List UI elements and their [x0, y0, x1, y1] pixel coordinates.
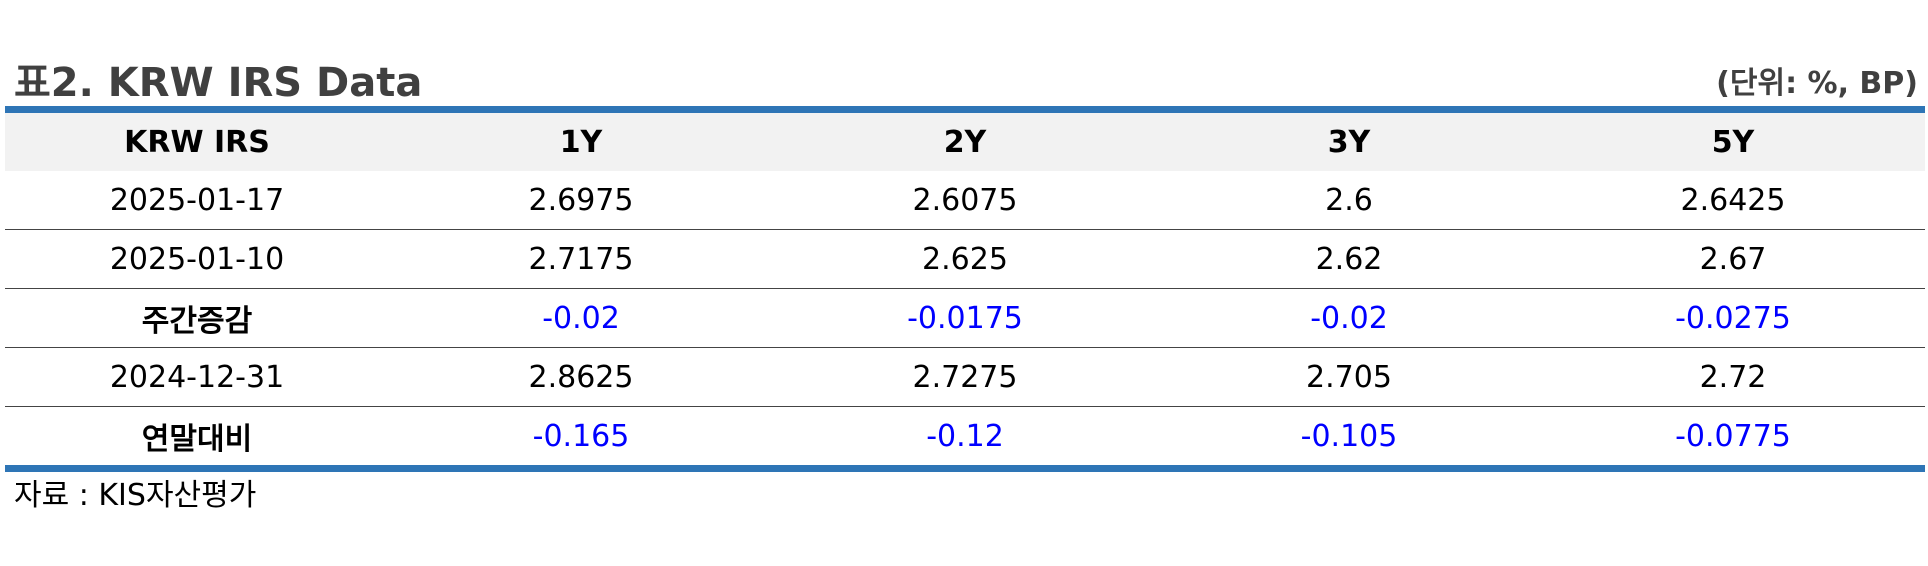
change-cell: -0.0775: [1541, 406, 1925, 465]
table-title: 표2. KRW IRS Data: [14, 60, 423, 106]
change-cell: -0.165: [389, 406, 773, 465]
table-row: 2025-01-10 2.7175 2.625 2.62 2.67: [5, 229, 1925, 289]
header-cell-5y: 5Y: [1541, 113, 1925, 171]
change-cell: -0.0175: [773, 288, 1157, 348]
row-label: 연말대비: [5, 406, 389, 465]
header-row: KRW IRS 1Y 2Y 3Y 5Y: [5, 113, 1925, 171]
bottom-rule: [5, 465, 1925, 472]
table-cell: 2.7275: [773, 347, 1157, 407]
header-cell-2y: 2Y: [773, 113, 1157, 171]
table-cell: 2.6975: [528, 182, 634, 218]
table-cell: 2.625: [773, 229, 1157, 289]
table-cell: 2.6: [1325, 182, 1373, 218]
header-cell-3y: 3Y: [1157, 113, 1541, 171]
table-cell: 2.72: [1541, 347, 1925, 407]
irs-table-container: KRW IRS 1Y 2Y 3Y 5Y 2025-01-17 2.6975 2.…: [5, 106, 1925, 472]
change-cell: -0.12: [773, 406, 1157, 465]
table-row-weekly-change: 주간증감 -0.02 -0.0175 -0.02 -0.0275: [5, 288, 1925, 348]
table-cell: 2.705: [1157, 347, 1541, 407]
change-cell: -0.02: [389, 288, 773, 348]
table-row: 2024-12-31 2.8625 2.7275 2.705 2.72: [5, 347, 1925, 407]
table-cell: 2.8625: [389, 347, 773, 407]
change-cell: -0.02: [1157, 288, 1541, 348]
table-cell: 2.6425: [1680, 182, 1786, 218]
table-row: 2025-01-17 2.6975 2.6075 2.6 2.6425: [5, 171, 1925, 230]
table-row-ytd-change: 연말대비 -0.165 -0.12 -0.105 -0.0775: [5, 406, 1925, 465]
irs-table: KRW IRS 1Y 2Y 3Y 5Y 2025-01-17 2.6975 2.…: [5, 113, 1925, 465]
source-note: 자료 : KIS자산평가: [14, 478, 257, 513]
table-cell: 2.7175: [389, 229, 773, 289]
row-label: 2024-12-31: [5, 347, 389, 407]
change-cell: -0.0275: [1541, 288, 1925, 348]
row-label: 2025-01-10: [5, 229, 389, 289]
row-label: 주간증감: [5, 288, 389, 348]
table-cell: 2.62: [1157, 229, 1541, 289]
top-rule: [5, 106, 1925, 113]
header-cell-1y: 1Y: [389, 113, 773, 171]
table-cell: 2.6075: [912, 182, 1018, 218]
change-cell: -0.105: [1157, 406, 1541, 465]
table-cell: 2.67: [1541, 229, 1925, 289]
unit-label: (단위: %, BP): [1716, 66, 1918, 101]
header-cell-label: KRW IRS: [5, 113, 389, 171]
row-label: 2025-01-17: [109, 182, 285, 218]
